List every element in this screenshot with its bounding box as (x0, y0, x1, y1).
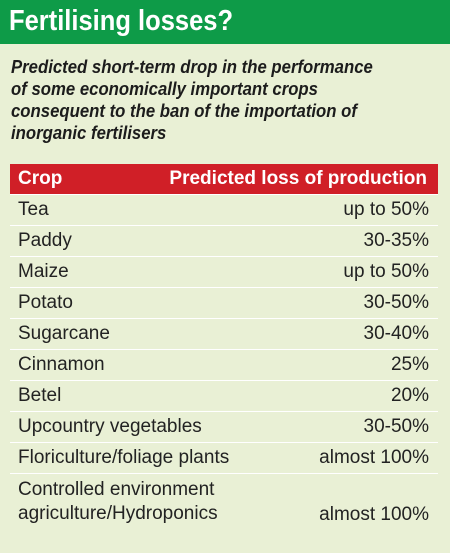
crop-name: Paddy (18, 230, 72, 251)
crop-name: Potato (18, 292, 73, 313)
table-row: Floriculture/foliage plants almost 100% (10, 442, 438, 473)
table-row: Cinnamon 25% (10, 349, 438, 380)
crop-name: Upcountry vegetables (18, 416, 202, 437)
table-row: Maize up to 50% (10, 256, 438, 287)
loss-value: up to 50% (343, 261, 429, 282)
loss-value: 30-35% (363, 230, 430, 251)
crop-name: Floriculture/foliage plants (18, 447, 230, 468)
loss-value: 30-50% (363, 416, 430, 437)
table-header: Crop Predicted loss of production (10, 164, 438, 194)
table-row: Sugarcane 30-40% (10, 318, 438, 349)
loss-value: 30-40% (363, 323, 430, 344)
subtitle-line: consequent to the ban of the importation… (11, 101, 357, 121)
table-row: Potato 30-50% (10, 287, 438, 318)
table-row: Upcountry vegetables 30-50% (10, 411, 438, 442)
page-title: Fertilising losses? (9, 5, 234, 37)
loss-value: 30-50% (363, 292, 430, 313)
table-row: Tea up to 50% (10, 194, 438, 225)
crop-name: Tea (18, 199, 49, 220)
loss-value: up to 50% (343, 199, 429, 220)
loss-value: almost 100% (319, 447, 429, 468)
subtitle: Predicted short-term drop in the perform… (11, 56, 431, 144)
loss-value: 20% (390, 385, 429, 406)
subtitle-line: inorganic fertilisers (11, 123, 167, 143)
loss-value: 25% (390, 354, 429, 375)
column-header-loss: Predicted loss of production (169, 168, 427, 189)
subtitle-line: of some economically important crops (11, 79, 318, 99)
table-row: Paddy 30-35% (10, 225, 438, 256)
table-row: Controlled environment agriculture/Hydro… (10, 473, 438, 532)
crop-name: Cinnamon (18, 354, 105, 375)
crop-loss-table: Crop Predicted loss of production Tea up… (10, 164, 438, 532)
crop-name: Sugarcane (18, 323, 110, 344)
crop-name: Controlled environment agriculture/Hydro… (18, 479, 218, 524)
table-row: Betel 20% (10, 380, 438, 411)
crop-name: Betel (18, 385, 62, 406)
subtitle-line: Predicted short-term drop in the perform… (11, 57, 373, 77)
column-header-crop: Crop (18, 168, 63, 189)
loss-value: almost 100% (319, 504, 429, 525)
title-bar: Fertilising losses? (0, 0, 450, 44)
crop-name: Maize (18, 261, 69, 282)
